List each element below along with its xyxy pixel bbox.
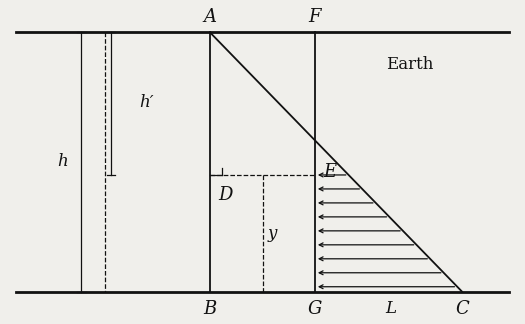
Text: B: B: [203, 300, 217, 318]
Text: E: E: [323, 163, 336, 181]
Text: G: G: [308, 300, 322, 318]
Text: D: D: [218, 186, 232, 204]
Text: h′: h′: [139, 94, 154, 110]
Text: A: A: [204, 8, 216, 26]
Text: Earth: Earth: [386, 56, 433, 73]
Text: L: L: [386, 300, 396, 317]
Text: h: h: [58, 154, 68, 170]
Text: C: C: [455, 300, 469, 318]
Text: y: y: [268, 225, 277, 242]
Text: F: F: [309, 8, 321, 26]
